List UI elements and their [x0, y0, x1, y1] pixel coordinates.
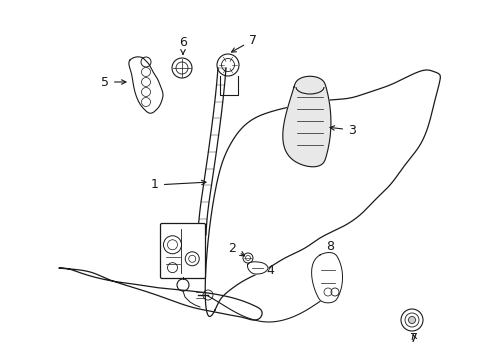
- Text: 7: 7: [409, 332, 417, 345]
- Text: 8: 8: [325, 239, 333, 258]
- Circle shape: [179, 65, 184, 71]
- Polygon shape: [311, 252, 342, 303]
- Text: 5: 5: [101, 76, 126, 89]
- Circle shape: [407, 316, 415, 324]
- Text: 1: 1: [151, 179, 205, 192]
- FancyBboxPatch shape: [160, 224, 205, 279]
- Text: 4: 4: [259, 264, 273, 276]
- Text: 6: 6: [179, 36, 186, 54]
- Text: 2: 2: [227, 242, 244, 256]
- Polygon shape: [247, 262, 267, 274]
- Text: 7: 7: [231, 33, 257, 52]
- Text: 3: 3: [329, 123, 355, 136]
- Polygon shape: [282, 76, 330, 167]
